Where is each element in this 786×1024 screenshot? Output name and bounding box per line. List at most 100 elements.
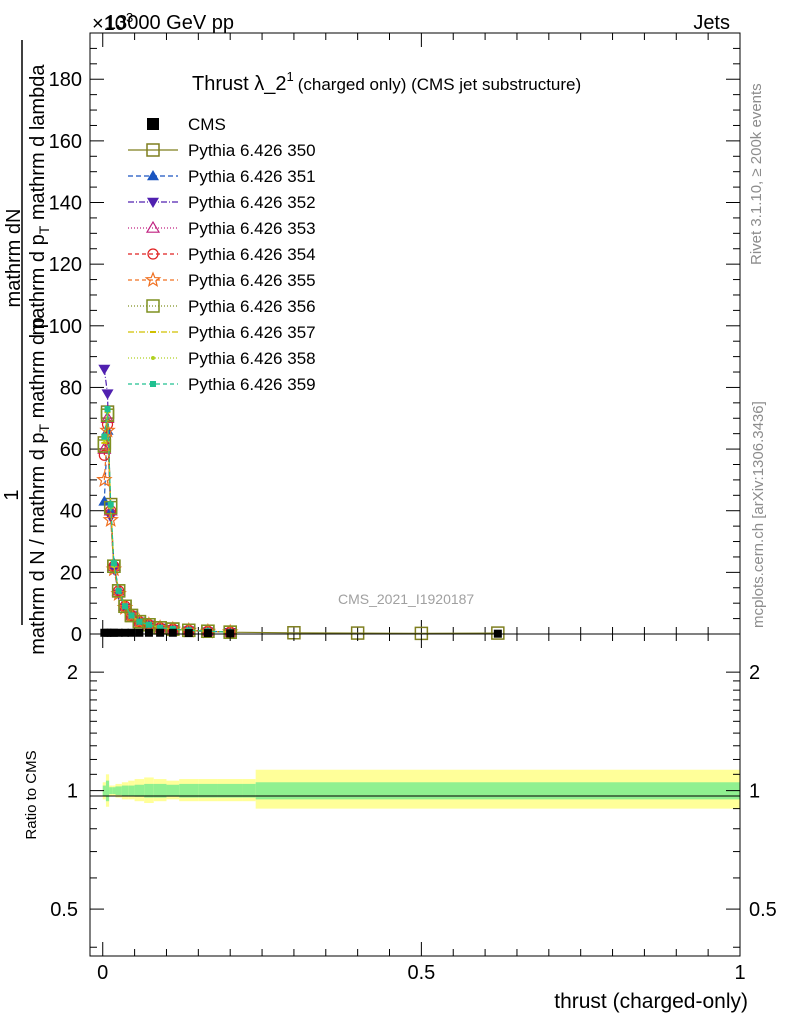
cms-data-point — [203, 629, 212, 638]
series-point-359 — [107, 501, 114, 508]
exponent-label: ×103 — [92, 10, 133, 35]
legend-item-351: Pythia 6.426 351 — [128, 167, 316, 186]
legend-item-357: Pythia 6.426 357 — [128, 323, 316, 342]
ratio-plot-frame — [89, 633, 741, 957]
main-y-axis: 0 20 40 60 80 100 120 140 160 180 — [49, 47, 740, 646]
legend-marker-350 — [146, 143, 160, 157]
main-y-tick-label: 20 — [60, 562, 82, 584]
series-point-355 — [99, 421, 116, 438]
ratio-inner-band — [255, 782, 740, 800]
cms-data-point — [226, 629, 235, 638]
series-point-352 — [98, 364, 111, 375]
legend-marker-359 — [150, 381, 156, 387]
ratio-y-tick-label: 2 — [67, 662, 78, 684]
legend-item-350: Pythia 6.426 350 — [128, 141, 316, 160]
legend-item-359: Pythia 6.426 359 — [128, 375, 316, 394]
legend-item-352: Pythia 6.426 352 — [128, 193, 316, 212]
legend: CMS Pythia 6.426 350 Pythia 6.426 351 Pythi… — [128, 115, 316, 394]
series-line-359 — [103, 408, 231, 633]
legend-marker-352 — [147, 197, 159, 208]
legend-label-cms: CMS — [188, 115, 226, 134]
ratio-x-axis: 0 0.5 1 — [97, 634, 746, 984]
ratio-inner-band — [112, 787, 116, 795]
cms-data-layer — [100, 628, 502, 638]
legend-marker-356 — [146, 299, 160, 313]
cms-data-point — [109, 628, 118, 637]
series-point-359 — [128, 612, 135, 619]
legend-label-355: Pythia 6.426 355 — [188, 271, 316, 290]
cms-data-point — [144, 628, 153, 637]
main-y-tick-label: 120 — [49, 254, 82, 276]
main-y-tick-label: 140 — [49, 193, 82, 215]
ratio-plot: 0.5 0.51 12 2 0 0.5 1 — [50, 633, 777, 984]
main-y-tick-label: 40 — [60, 501, 82, 523]
plot-title: Thrust λ_21 (charged only) (CMS jet subst… — [192, 69, 581, 95]
ratio-inner-band — [144, 783, 154, 798]
main-y-tick-label: 0 — [71, 624, 82, 646]
legend-item-355: Pythia 6.426 355 — [128, 271, 316, 290]
series-point-359 — [122, 603, 129, 610]
series-point-356 — [132, 614, 147, 629]
ratio-inner-band — [217, 783, 243, 798]
ratio-inner-band — [179, 783, 199, 798]
ratio-inner-band — [121, 785, 129, 796]
series-point-356 — [111, 584, 126, 598]
ratio-y-tick-label-right: 1 — [749, 781, 760, 803]
series-point-351 — [98, 495, 111, 506]
ratio-inner-band — [109, 787, 113, 795]
ylabel-numerator-tail: mathrm d pT mathrm d lambda — [27, 64, 52, 336]
legend-marker-353 — [145, 220, 161, 233]
ratio-y-tick-label: 1 — [67, 781, 78, 803]
ratio-inner-band — [198, 783, 218, 798]
ratio-inner-band — [115, 786, 122, 795]
x-axis-label: thrust (charged-only) — [554, 990, 748, 1013]
energy-label: 13000 GeV pp — [105, 12, 234, 34]
ratio-bands — [102, 769, 740, 809]
legend-item-353: Pythia 6.426 353 — [128, 219, 316, 238]
series-point-359 — [145, 621, 152, 628]
legend-marker-351 — [147, 170, 159, 181]
series-point-359 — [157, 624, 164, 631]
ratio-inner-band — [105, 780, 110, 802]
ratio-y-tick-label: 0.5 — [50, 899, 78, 921]
ratio-y-tick-label-right: 0.5 — [749, 899, 777, 921]
main-plot: 0 20 40 60 80 100 120 140 160 180 Thrust λ_21 (cha… — [49, 32, 741, 646]
ylabel-denominator: mathrm d N / mathrm d pT mathrm d p — [27, 317, 52, 655]
ratio-y-tick-label-right: 2 — [749, 662, 760, 684]
main-y-tick-label: 100 — [49, 316, 82, 338]
x-tick-label: 0.5 — [407, 962, 435, 984]
legend-marker-cms — [147, 118, 159, 130]
series-point-350 — [491, 626, 505, 640]
series-point-359 — [115, 587, 122, 594]
cms-data-point — [184, 629, 193, 638]
legend-item-356: Pythia 6.426 356 — [128, 297, 316, 316]
legend-label-357: Pythia 6.426 357 — [188, 323, 316, 342]
ratio-y-axis: 0.5 0.5 1 1 2 2 — [50, 662, 777, 948]
x-tick-label: 0 — [97, 962, 108, 984]
cms-data-point — [156, 628, 165, 637]
ylabel-one: 1 — [1, 489, 23, 500]
legend-label-352: Pythia 6.426 352 — [188, 193, 316, 212]
ratio-inner-band — [166, 784, 180, 797]
x-tick-label: 1 — [734, 962, 745, 984]
cms-data-point — [127, 628, 136, 637]
main-y-tick-label: 160 — [49, 131, 82, 153]
legend-label-351: Pythia 6.426 351 — [188, 167, 316, 186]
legend-label-354: Pythia 6.426 354 — [188, 245, 316, 264]
process-label: Jets — [693, 12, 730, 34]
ratio-y-label: Ratio to CMS — [23, 750, 40, 839]
cms-data-point — [135, 628, 144, 637]
ratio-inner-band — [153, 783, 167, 798]
main-y-tick-label: 180 — [49, 69, 82, 91]
series-point-359 — [136, 618, 143, 625]
cms-data-point — [168, 628, 177, 637]
ratio-inner-band — [134, 784, 145, 797]
series-point-352 — [101, 389, 114, 400]
analysis-label: CMS_2021_I1920187 — [338, 591, 474, 607]
series-point-359 — [110, 560, 117, 567]
main-y-label: mathrm dN mathrm d pT mathrm d lambda 1 … — [1, 40, 52, 655]
series-point-359 — [104, 406, 111, 413]
series-point-359 — [101, 433, 108, 440]
main-y-tick-label: 80 — [60, 377, 82, 399]
